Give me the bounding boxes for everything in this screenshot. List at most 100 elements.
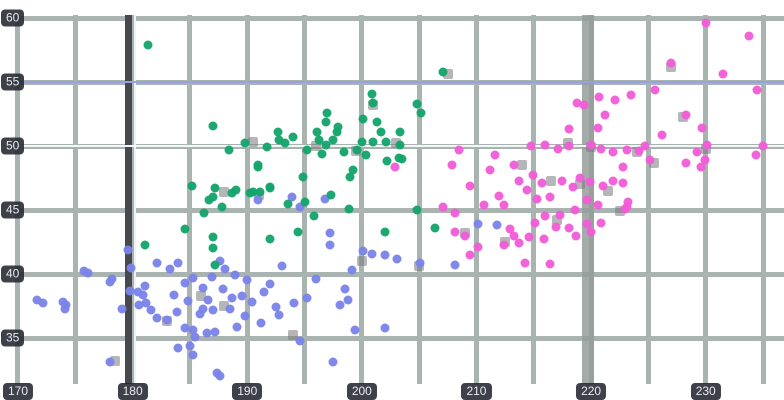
- scatter-point-series-pink[interactable]: [514, 176, 524, 186]
- scatter-point-series-green[interactable]: [208, 192, 218, 202]
- scatter-point-series-pink[interactable]: [540, 211, 550, 221]
- scatter-point-series-blue[interactable]: [415, 258, 425, 268]
- scatter-point-series-pink[interactable]: [650, 85, 660, 95]
- scatter-point-series-pink[interactable]: [539, 234, 549, 244]
- scatter-point-series-pink[interactable]: [526, 141, 536, 151]
- scatter-point-series-green[interactable]: [438, 67, 448, 77]
- scatter-point-series-green[interactable]: [430, 223, 440, 233]
- scatter-point-series-green[interactable]: [317, 149, 327, 159]
- scatter-point-series-blue[interactable]: [232, 322, 242, 332]
- scatter-point-series-green[interactable]: [368, 98, 378, 108]
- scatter-point-series-blue[interactable]: [140, 281, 150, 291]
- scatter-point-series-blue[interactable]: [173, 258, 183, 268]
- scatter-point-series-pink[interactable]: [520, 258, 530, 268]
- scatter-point-series-pink[interactable]: [608, 176, 618, 186]
- scatter-point-series-pink[interactable]: [640, 141, 650, 151]
- scatter-point-series-blue[interactable]: [208, 305, 218, 315]
- scatter-point-series-pink[interactable]: [702, 140, 712, 150]
- scatter-point-series-green[interactable]: [352, 145, 362, 155]
- scatter-point-series-green[interactable]: [298, 172, 308, 182]
- scatter-point-series-green[interactable]: [314, 135, 324, 145]
- scatter-point-series-blue[interactable]: [492, 220, 502, 230]
- scatter-point-series-pink[interactable]: [620, 204, 630, 214]
- scatter-point-series-blue[interactable]: [350, 325, 360, 335]
- scatter-point-series-blue[interactable]: [152, 258, 162, 268]
- scatter-point-series-pink[interactable]: [586, 227, 596, 237]
- scatter-point-series-blue[interactable]: [105, 357, 115, 367]
- scatter-point-series-blue[interactable]: [133, 287, 143, 297]
- scatter-point-series-pink[interactable]: [545, 192, 555, 202]
- scatter-point-series-blue[interactable]: [450, 260, 460, 270]
- scatter-point-series-pink[interactable]: [465, 181, 475, 191]
- scatter-point-series-pink[interactable]: [528, 170, 538, 180]
- scatter-point-series-pink[interactable]: [700, 155, 710, 165]
- scatter-point-series-pink[interactable]: [626, 90, 636, 100]
- scatter-point-series-pink[interactable]: [718, 69, 728, 79]
- scatter-point-series-pink[interactable]: [572, 98, 582, 108]
- scatter-point-series-blue[interactable]: [165, 264, 175, 274]
- scatter-point-series-pink[interactable]: [465, 250, 475, 260]
- scatter-point-series-green[interactable]: [382, 156, 392, 166]
- scatter-point-series-pink[interactable]: [514, 238, 524, 248]
- scatter-point-series-green[interactable]: [380, 227, 390, 237]
- scatter-point-series-green[interactable]: [208, 121, 218, 131]
- scatter-point-series-blue[interactable]: [367, 249, 377, 259]
- scatter-point-series-green[interactable]: [309, 211, 319, 221]
- scatter-point-series-blue[interactable]: [220, 264, 230, 274]
- scatter-point-series-green[interactable]: [217, 202, 227, 212]
- scatter-point-series-pink[interactable]: [593, 200, 603, 210]
- scatter-point-series-green[interactable]: [210, 183, 220, 193]
- scatter-point-series-blue[interactable]: [295, 336, 305, 346]
- scatter-point-series-green[interactable]: [368, 137, 378, 147]
- scatter-point-series-blue[interactable]: [340, 284, 350, 294]
- scatter-point-series-green[interactable]: [361, 150, 371, 160]
- scatter-point-series-green[interactable]: [288, 132, 298, 142]
- scatter-point-series-blue[interactable]: [392, 254, 402, 264]
- scatter-point-series-green[interactable]: [376, 127, 386, 137]
- scatter-point-series-blue[interactable]: [473, 219, 483, 229]
- scatter-point-series-blue[interactable]: [237, 291, 246, 301]
- scatter-point-series-green[interactable]: [302, 145, 312, 155]
- scatter-point-series-blue[interactable]: [141, 298, 151, 308]
- scatter-point-series-blue[interactable]: [302, 293, 312, 303]
- scatter-point-series-green[interactable]: [332, 127, 342, 137]
- scatter-point-series-green[interactable]: [293, 227, 303, 237]
- scatter-point-series-blue[interactable]: [210, 327, 220, 337]
- scatter-point-series-blue[interactable]: [259, 287, 269, 297]
- scatter-point-series-blue[interactable]: [125, 286, 135, 296]
- scatter-point-series-green[interactable]: [274, 135, 284, 145]
- scatter-point-series-blue[interactable]: [380, 323, 390, 333]
- scatter-point-series-blue[interactable]: [256, 318, 266, 328]
- scatter-point-series-pink[interactable]: [551, 222, 561, 232]
- scatter-point-series-pink[interactable]: [600, 110, 610, 120]
- scatter-point-series-blue[interactable]: [271, 302, 281, 312]
- scatter-point-series-green[interactable]: [381, 137, 391, 147]
- scatter-point-series-pink[interactable]: [438, 202, 448, 212]
- scatter-point-series-blue[interactable]: [188, 350, 198, 360]
- scatter-point-series-green[interactable]: [344, 204, 354, 214]
- scatter-point-series-blue[interactable]: [180, 278, 190, 288]
- scatter-point-series-green[interactable]: [328, 135, 338, 145]
- scatter-point-series-pink[interactable]: [579, 100, 589, 110]
- scatter-point-series-pink[interactable]: [509, 160, 519, 170]
- scatter-point-series-pink[interactable]: [598, 181, 608, 191]
- scatter-point-series-pink[interactable]: [608, 147, 618, 157]
- scatter-point-series-blue[interactable]: [60, 304, 70, 314]
- scatter-point-series-pink[interactable]: [758, 141, 768, 151]
- scatter-point-series-pink[interactable]: [622, 145, 632, 155]
- scatter-point-series-green[interactable]: [273, 127, 283, 137]
- scatter-point-series-blue[interactable]: [287, 192, 297, 202]
- scatter-point-series-pink[interactable]: [618, 162, 628, 172]
- scatter-point-series-blue[interactable]: [207, 272, 217, 282]
- scatter-point-series-blue[interactable]: [38, 298, 48, 308]
- scatter-point-series-pink[interactable]: [575, 173, 585, 183]
- scatter-point-series-pink[interactable]: [623, 197, 633, 207]
- scatter-point-series-blue[interactable]: [107, 274, 117, 284]
- scatter-point-series-blue[interactable]: [218, 284, 228, 294]
- scatter-point-series-green[interactable]: [248, 187, 258, 197]
- scatter-point-series-green[interactable]: [240, 138, 250, 148]
- scatter-point-series-pink[interactable]: [634, 146, 644, 156]
- scatter-point-series-green[interactable]: [255, 187, 265, 197]
- scatter-point-series-blue[interactable]: [328, 357, 338, 367]
- scatter-point-series-green[interactable]: [143, 40, 153, 50]
